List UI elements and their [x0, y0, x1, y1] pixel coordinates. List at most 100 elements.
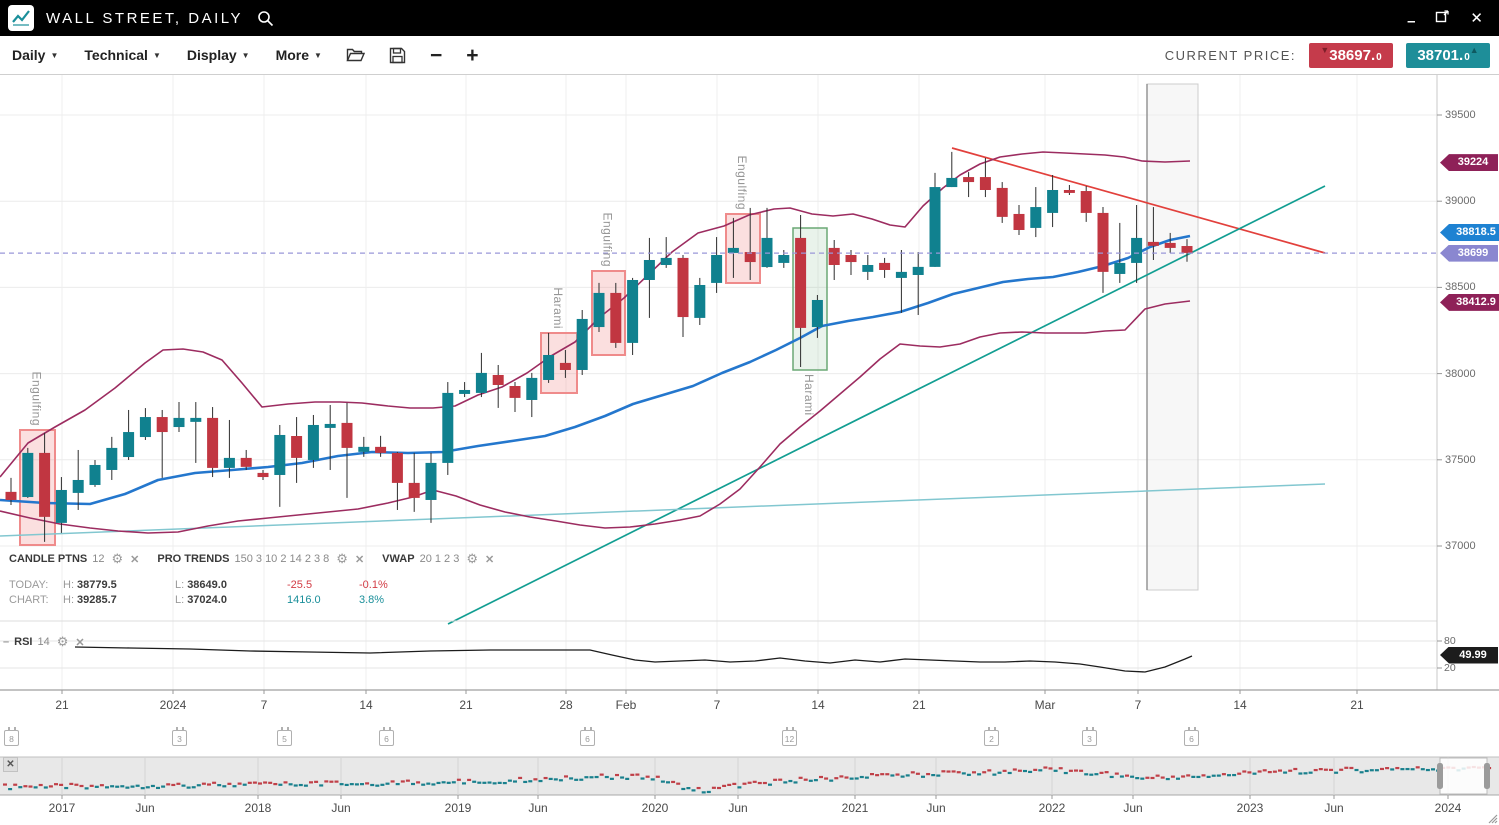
navigator-mini-candle — [477, 781, 482, 784]
gear-icon[interactable]: ⚙ — [56, 634, 69, 649]
navigator-mini-candle — [645, 775, 650, 778]
navigator-mini-candle — [1242, 770, 1247, 773]
up-arrow-icon: ▲ — [1469, 44, 1479, 55]
remove-indicator-icon[interactable]: ✕ — [354, 553, 365, 566]
gear-icon[interactable]: ⚙ — [336, 551, 348, 566]
navigator-close-icon[interactable]: ✕ — [3, 757, 18, 772]
remove-indicator-icon[interactable]: ✕ — [75, 636, 85, 649]
navigator-mini-candle — [992, 773, 997, 776]
candle-body-down — [677, 257, 689, 318]
zoom-in-button[interactable]: + — [466, 43, 479, 67]
navigator-mini-candle — [977, 773, 982, 776]
search-icon[interactable] — [257, 10, 274, 27]
gear-icon[interactable]: ⚙ — [111, 551, 124, 566]
navigator-mini-candle — [380, 783, 385, 786]
navigator-mini-candle — [1298, 772, 1303, 775]
navigator-mini-candle — [1074, 769, 1078, 772]
resize-grip-icon[interactable] — [1494, 820, 1498, 824]
navigator-mini-candle — [1216, 774, 1221, 777]
navigator-mini-candle — [615, 773, 619, 777]
navigator-mini-candle — [1104, 771, 1109, 774]
calendar-event-icon[interactable]: 6 — [1184, 727, 1199, 746]
selection-box[interactable] — [1146, 83, 1199, 591]
navigator-mini-candle — [309, 781, 313, 784]
resize-grip-icon[interactable] — [1491, 817, 1498, 824]
remove-indicator-icon[interactable]: ✕ — [130, 553, 140, 566]
technical-menu[interactable]: Technical ▼ — [84, 47, 161, 63]
long-term-trend-line[interactable] — [0, 483, 1326, 537]
calendar-event-icon[interactable]: 5 — [277, 727, 292, 746]
navigator-mini-candle — [635, 773, 640, 776]
candle-body-down — [879, 262, 891, 270]
navigator-mini-candle — [354, 783, 359, 786]
navigator-mini-candle — [1252, 772, 1257, 775]
more-menu[interactable]: More ▼ — [275, 47, 322, 63]
chart-logo-icon — [8, 5, 34, 31]
calendar-event-icon[interactable]: 3 — [1082, 727, 1097, 746]
navigator-mini-candle — [1380, 767, 1384, 771]
calendar-event-icon[interactable]: 8 — [4, 727, 19, 746]
navigator-mini-candle — [288, 783, 293, 786]
navigator-window[interactable] — [1439, 757, 1488, 795]
navigator-mini-candle — [1145, 776, 1150, 779]
candle-body-up — [1030, 207, 1042, 228]
resize-grip-icon[interactable] — [1488, 814, 1498, 824]
navigator-mini-candle — [1318, 768, 1323, 771]
candle-body-up — [862, 264, 874, 272]
buy-price-button[interactable]: 38701. 0 ▲ — [1406, 42, 1490, 68]
display-menu[interactable]: Display ▼ — [186, 47, 250, 63]
open-folder-icon[interactable] — [346, 47, 365, 63]
pro-trends-moving-average — [0, 234, 1191, 506]
zoom-out-button[interactable]: − — [429, 43, 443, 67]
navigator-mini-candle — [1349, 766, 1354, 770]
close-button[interactable]: ✕ — [1470, 9, 1483, 27]
candle-body-down — [828, 247, 840, 265]
remove-indicator-icon[interactable]: ✕ — [485, 553, 495, 566]
navigator-mini-candle — [161, 785, 166, 788]
navigator-mini-candle — [1012, 768, 1017, 771]
descending-resistance-line[interactable] — [951, 147, 1326, 254]
ascending-support-line[interactable] — [447, 185, 1326, 625]
navigator-mini-candle — [859, 775, 864, 779]
candle-body-up — [946, 177, 958, 188]
candle-body-up — [543, 354, 555, 380]
navigator-mini-candle — [788, 779, 793, 783]
navigator-mini-candle — [880, 773, 885, 776]
candle-body-down — [610, 292, 622, 343]
navigator-left-handle[interactable] — [1437, 763, 1443, 789]
calendar-event-icon[interactable]: 3 — [172, 727, 187, 746]
navigator-mini-candle — [640, 777, 645, 780]
navigator-right-handle[interactable] — [1484, 763, 1490, 789]
candle-body-up — [89, 464, 101, 485]
minimize-button[interactable]: – — [1407, 12, 1416, 30]
navigator-mini-candle — [1262, 769, 1267, 772]
sell-price-button[interactable]: ▼ 38697. 0 — [1309, 42, 1393, 68]
candle-body-up — [106, 447, 118, 470]
navigator-mini-candle — [497, 781, 502, 784]
navigator-mini-candle — [666, 781, 670, 784]
gear-icon[interactable]: ⚙ — [466, 551, 478, 566]
candle-body-up — [22, 452, 34, 498]
candle-body-up — [660, 257, 672, 265]
navigator-mini-candle — [849, 777, 854, 780]
timeframe-menu[interactable]: Daily ▼ — [12, 47, 59, 63]
navigator-mini-candle — [145, 786, 150, 789]
calendar-event-icon[interactable]: 2 — [984, 727, 999, 746]
navigator-mini-candle — [905, 774, 910, 777]
calendar-event-icon[interactable]: 6 — [580, 727, 595, 746]
navigator-mini-candle — [252, 781, 257, 784]
popout-button[interactable] — [1435, 9, 1450, 27]
navigator-mini-candle — [742, 782, 747, 785]
calendar-event-icon[interactable]: 12 — [782, 727, 797, 746]
navigator-mini-candle — [997, 771, 1002, 774]
navigator-track[interactable] — [0, 757, 1499, 795]
calendar-event-icon[interactable]: 6 — [379, 727, 394, 746]
navigator-mini-candle — [1201, 774, 1206, 777]
navigator-mini-candle — [655, 775, 660, 778]
navigator-mini-candle — [518, 776, 523, 780]
save-icon[interactable] — [389, 47, 406, 64]
candle-body-up — [459, 389, 471, 394]
candle-body-up — [895, 271, 907, 278]
